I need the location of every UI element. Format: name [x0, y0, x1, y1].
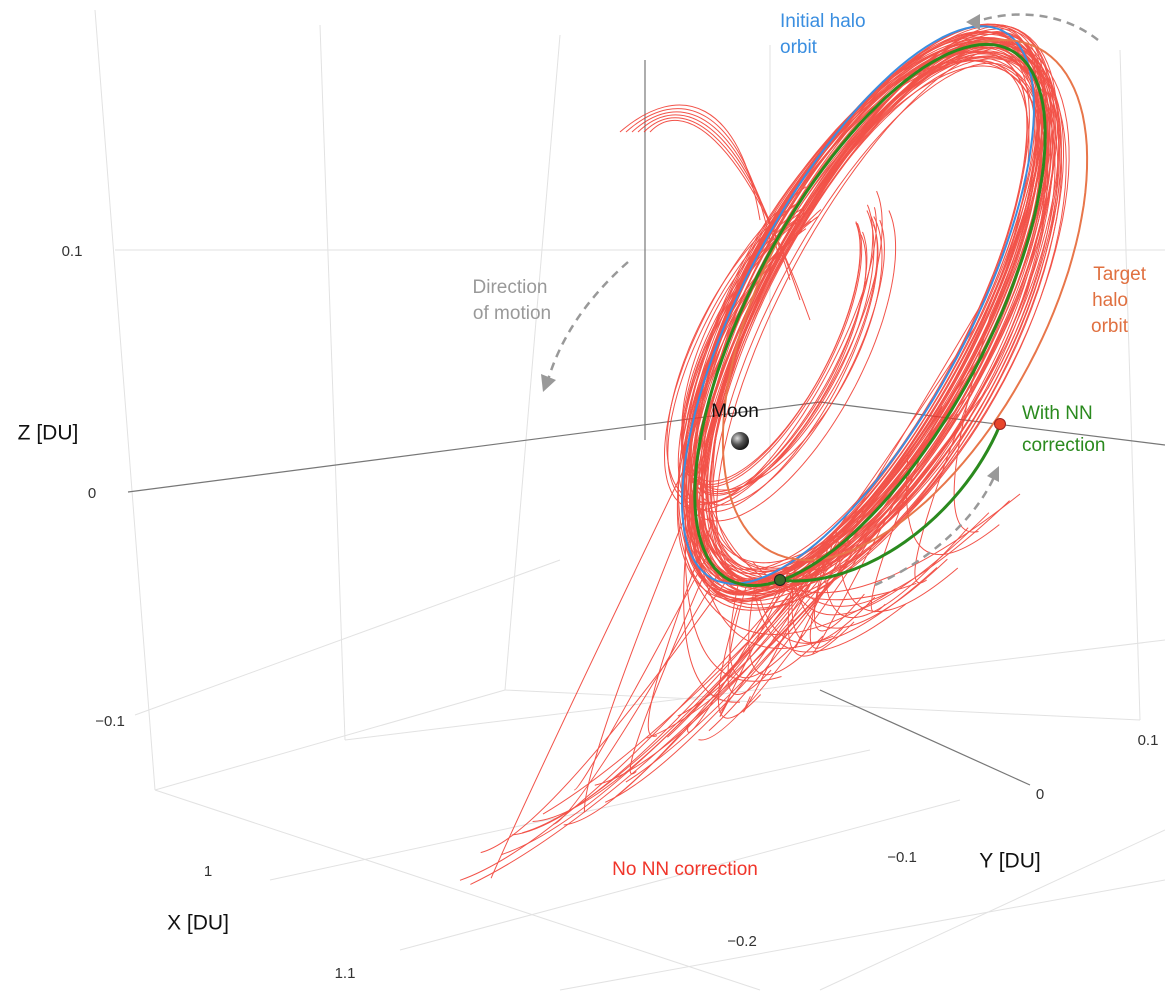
trajectory [667, 200, 874, 506]
trajectory [690, 216, 885, 506]
z-tick-label: 0.1 [62, 243, 83, 260]
annotation: No NN correction [612, 859, 758, 880]
trajectory [682, 220, 879, 513]
z-tick-label: −0.1 [95, 713, 125, 730]
y-tick-label: −0.1 [887, 849, 917, 866]
trajectory [680, 209, 878, 495]
trajectory [681, 207, 883, 491]
no-nn-trajectories [459, 23, 1070, 885]
trajectory [682, 219, 863, 488]
x-tick-label: 1 [204, 863, 212, 880]
annotation: halo [1092, 290, 1128, 311]
trajectory [700, 46, 1043, 594]
trajectory [594, 24, 1058, 786]
nn-transfer [779, 424, 1002, 583]
annotation: Target [1093, 264, 1147, 285]
trajectory [663, 186, 883, 511]
y-tick-label: 0.1 [1138, 732, 1159, 749]
moon [731, 432, 749, 450]
trajectory [685, 31, 1039, 613]
x-tick-label: 1.1 [335, 965, 356, 982]
x-axis-title: X [DU] [167, 912, 229, 935]
annotation: of motion [473, 303, 551, 324]
annotation: With NN [1022, 403, 1093, 424]
grid [94, 9, 1165, 991]
z-axis-title: Z [DU] [18, 422, 79, 445]
nn-corrected-trajectory [693, 42, 1047, 588]
z-tick-label: 0 [88, 485, 96, 502]
motion-arrows [546, 13, 1099, 587]
annotation: Initial halo [780, 11, 866, 32]
trajectory [619, 104, 761, 221]
annotation: Direction [473, 277, 548, 298]
annotation: correction [1022, 435, 1105, 456]
initial-halo-orbit [681, 25, 1035, 585]
annotation: Moon [711, 401, 759, 422]
annotation: orbit [780, 37, 818, 58]
trajectory [649, 119, 811, 321]
trajectory [694, 25, 1046, 632]
trajectory [680, 39, 1062, 619]
axes [127, 60, 1165, 786]
y-tick-label: −0.2 [727, 933, 757, 950]
y-tick-label: 0 [1036, 786, 1044, 803]
trajectory [686, 25, 1046, 595]
end-marker [994, 418, 1006, 430]
trajectory [697, 59, 1030, 653]
trajectory [677, 36, 1063, 635]
trajectory [696, 42, 1040, 601]
start-marker [774, 574, 786, 586]
trajectory [710, 58, 1051, 629]
y-axis-title: Y [DU] [979, 850, 1040, 873]
trajectory [490, 30, 1043, 879]
annotation: orbit [1091, 316, 1129, 337]
arrow-heads [541, 14, 999, 482]
trajectory [682, 217, 862, 482]
